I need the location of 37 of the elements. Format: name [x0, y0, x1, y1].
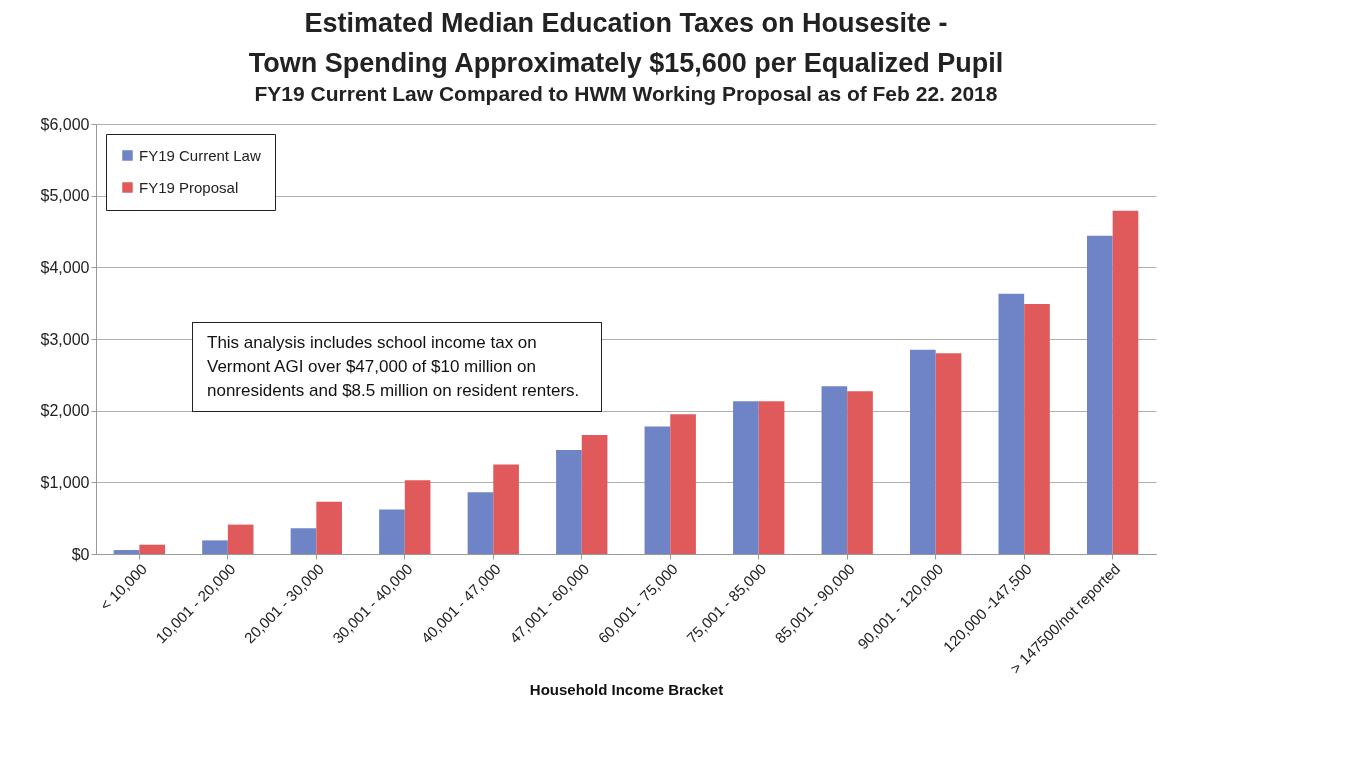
y-tick-label: $0: [71, 545, 90, 563]
bar: [758, 401, 785, 554]
bar: [139, 544, 166, 554]
chart-subtitle: FY19 Current Law Compared to HWM Working Proposal as of Feb 22. 2018: [254, 82, 998, 105]
bar: [733, 401, 759, 554]
bar: [847, 391, 873, 554]
bar: [644, 426, 671, 554]
bar: [467, 492, 494, 554]
bar: [227, 524, 254, 554]
y-tick-label: $3,000: [40, 330, 90, 348]
bar: [910, 349, 936, 554]
legend-label: FY19 Current Law: [139, 146, 261, 164]
bar: [290, 528, 317, 554]
bar: [493, 464, 519, 554]
bar: [404, 480, 431, 554]
y-tick-label: $4,000: [40, 258, 90, 276]
bar: [935, 353, 962, 554]
bar: [998, 293, 1025, 554]
bar: [1112, 210, 1139, 554]
x-axis-title: Household Income Bracket: [529, 680, 724, 698]
bar: [113, 550, 140, 554]
chart-title: Estimated Median Education Taxes on Housesite - Town Spending Approximately $15,600 per Equalized Pupil: [248, 8, 1004, 78]
bar: [316, 501, 342, 554]
bar: [670, 414, 696, 554]
bar: [379, 509, 405, 554]
y-tick-label: $1,000: [40, 473, 90, 491]
y-tick-label: $2,000: [40, 402, 90, 420]
bar: [1086, 235, 1113, 554]
legend-label: FY19 Proposal: [139, 178, 239, 196]
y-tick-label: $6,000: [40, 115, 90, 133]
bar: [1024, 303, 1050, 554]
annotation: This analysis includes school income tax on Vermont AGI over $47,000 of $10 million on nonresidents and $8.5 million on resident renters.: [192, 322, 602, 412]
bar: [202, 540, 228, 554]
y-tick-label: $5,000: [40, 187, 90, 205]
bar: [821, 386, 848, 554]
bar: [581, 435, 608, 554]
bar: [556, 450, 582, 554]
